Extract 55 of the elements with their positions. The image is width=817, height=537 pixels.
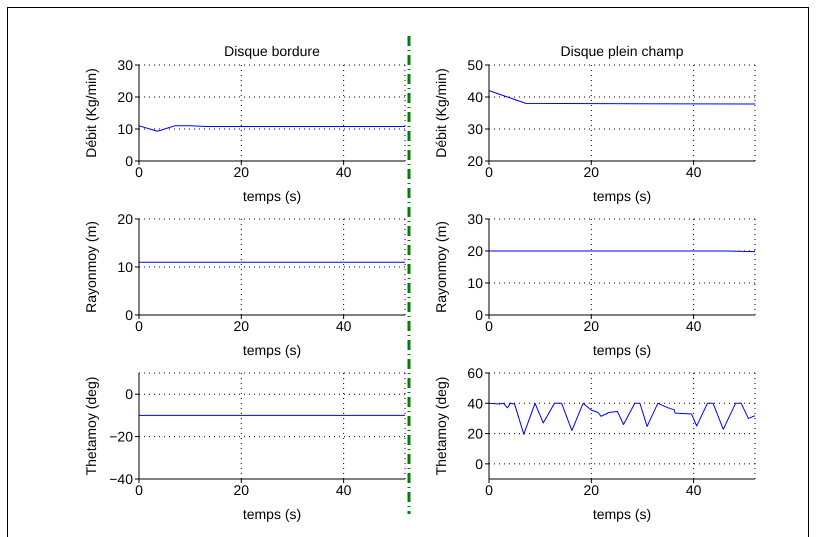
chart-title: Disque bordure bbox=[223, 43, 321, 59]
x-tick-label: 40 bbox=[336, 318, 352, 334]
y-tick-label: 10 bbox=[467, 274, 484, 291]
x-tick-label: 20 bbox=[584, 164, 600, 180]
x-tick-label: 0 bbox=[485, 318, 494, 334]
x-tick-label: 0 bbox=[135, 164, 144, 180]
y-tick-label: 0 bbox=[125, 386, 134, 402]
x-tick-label: 40 bbox=[336, 482, 352, 498]
x-axis-title: temps (s) bbox=[242, 342, 302, 358]
y-tick-label: 0 bbox=[475, 456, 484, 472]
y-tick-label: 20 bbox=[467, 426, 484, 442]
y-tick-label: 30 bbox=[467, 120, 484, 137]
y-axis-title: Débit (Kg/min) bbox=[432, 68, 449, 158]
x-axis-title: temps (s) bbox=[242, 506, 302, 522]
y-tick-label: 0 bbox=[125, 306, 134, 323]
x-tick-label: 20 bbox=[234, 164, 250, 180]
y-axis-title: Rayonmoy (m) bbox=[82, 221, 99, 313]
x-tick-label: 0 bbox=[135, 482, 144, 498]
x-tick-label: 20 bbox=[234, 482, 250, 498]
y-tick-label: 20 bbox=[117, 88, 134, 105]
y-tick-label: 40 bbox=[467, 88, 484, 105]
y-tick-label: 30 bbox=[117, 56, 134, 73]
x-tick-label: 0 bbox=[135, 318, 144, 334]
y-tick-label: 50 bbox=[467, 56, 484, 73]
line-series bbox=[489, 402, 755, 435]
y-tick-label: 10 bbox=[117, 120, 134, 137]
y-axis-title: Débit (Kg/min) bbox=[82, 68, 99, 158]
y-tick-label: 0 bbox=[125, 152, 134, 169]
y-tick-label: 20 bbox=[467, 152, 484, 169]
y-tick-label: 20 bbox=[117, 210, 134, 227]
x-axis-title: temps (s) bbox=[592, 342, 652, 358]
x-tick-label: 20 bbox=[584, 482, 600, 498]
x-tick-label: 0 bbox=[485, 164, 494, 180]
y-tick-label: −40 bbox=[109, 470, 134, 487]
x-tick-label: 20 bbox=[584, 318, 600, 334]
y-axis-title: Rayonmoy (m) bbox=[432, 221, 449, 313]
x-axis-title: temps (s) bbox=[242, 188, 302, 204]
x-axis-title: temps (s) bbox=[592, 506, 652, 522]
x-tick-label: 40 bbox=[686, 164, 702, 180]
x-tick-label: 40 bbox=[686, 482, 702, 498]
y-axis-title: Thetamoy (deg) bbox=[82, 376, 99, 476]
y-tick-label: −20 bbox=[109, 428, 134, 445]
y-tick-label: 40 bbox=[467, 395, 484, 412]
y-tick-label: 20 bbox=[467, 242, 484, 259]
x-tick-label: 20 bbox=[234, 318, 250, 334]
x-axis-title: temps (s) bbox=[592, 188, 652, 204]
y-tick-label: 30 bbox=[467, 210, 484, 227]
y-axis-title: Thetamoy (deg) bbox=[432, 376, 449, 476]
y-tick-label: 60 bbox=[467, 364, 484, 381]
chart-title: Disque plein champ bbox=[560, 43, 684, 59]
y-tick-label: 10 bbox=[117, 258, 134, 275]
x-tick-label: 40 bbox=[336, 164, 352, 180]
y-tick-label: 0 bbox=[475, 306, 484, 323]
x-tick-label: 0 bbox=[485, 482, 494, 498]
x-tick-label: 40 bbox=[686, 318, 702, 334]
